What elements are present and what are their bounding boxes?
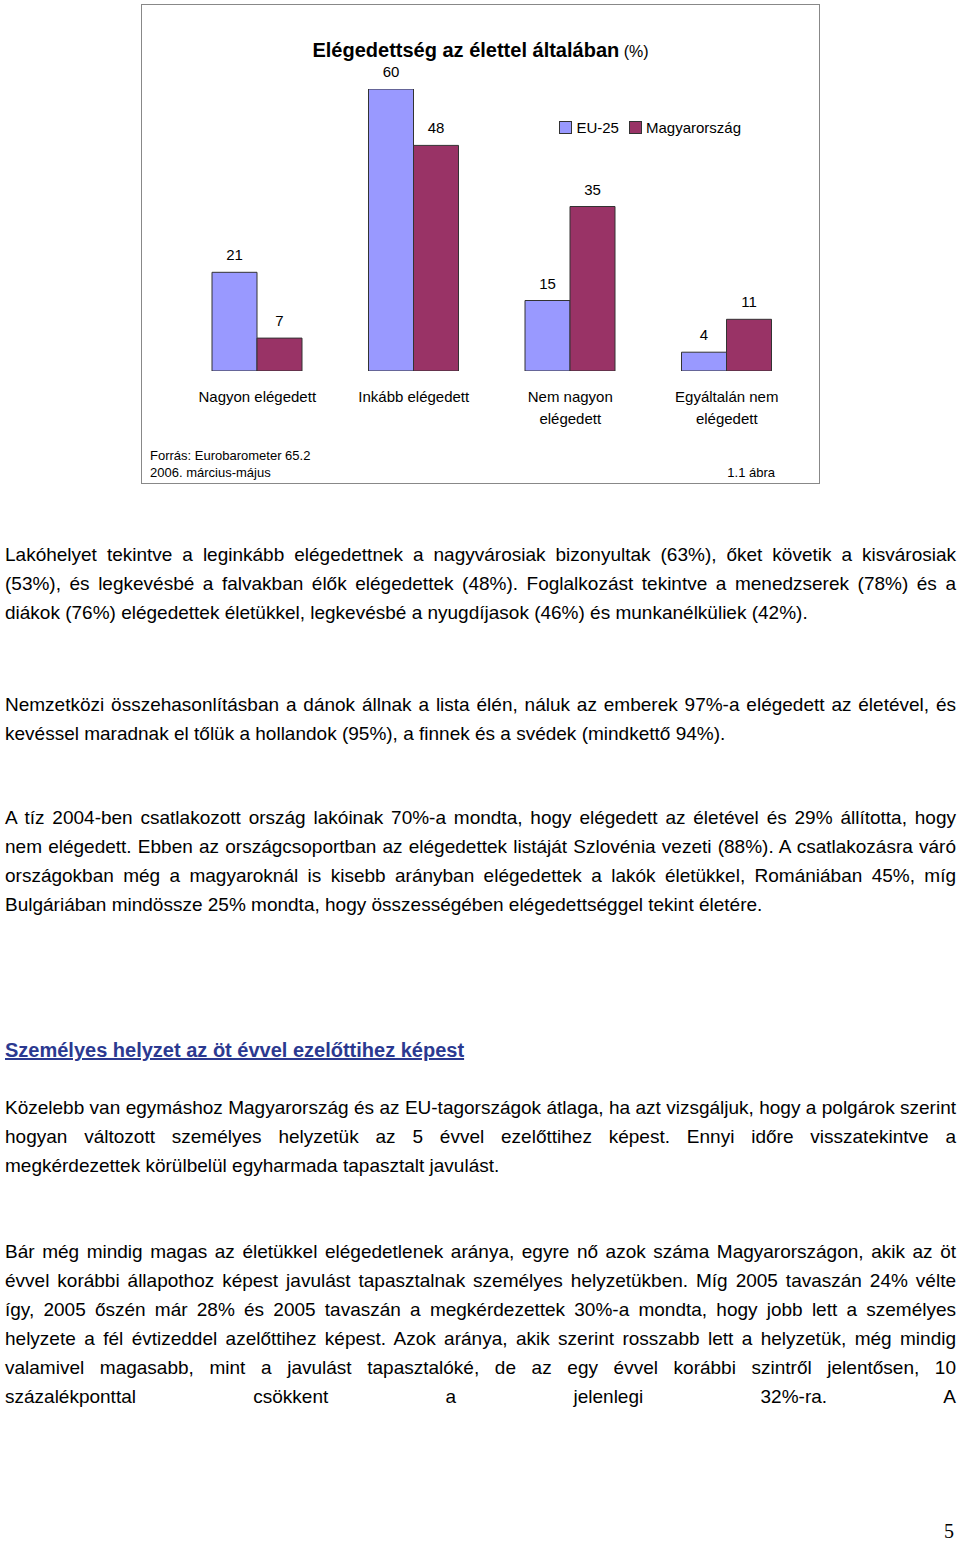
html-text:Magyarország: Magyarország bbox=[646, 119, 741, 136]
html-text:Forrás: Eurobarometer 65.2: Forrás: Eurobarometer 65.2 bbox=[150, 448, 311, 463]
svg-text:Egyáltalán nemelégedett: Egyáltalán nemelégedett bbox=[675, 388, 778, 427]
svg-text:11: 11 bbox=[741, 293, 757, 310]
html-text:Nemzetközi összehasonlításban: Nemzetközi összehasonlításban a dánok ál… bbox=[5, 694, 956, 744]
svg-text:7: 7 bbox=[275, 312, 283, 329]
html-text:Bár még mindig magas az életük: Bár még mindig magas az életükkel eléged… bbox=[5, 1241, 956, 1407]
html-text:Elégedettség az élettel általá: Elégedettség az élettel általában(%) bbox=[312, 39, 649, 61]
html-text:EU-25: EU-25 bbox=[576, 119, 619, 136]
html-text:5: 5 bbox=[944, 1520, 954, 1542]
svg-text:21: 21 bbox=[226, 246, 243, 263]
html-text:Közelebb van egymáshoz Magyaro: Közelebb van egymáshoz Magyarország és a… bbox=[5, 1097, 956, 1176]
svg-text:Nagyon elégedett: Nagyon elégedett bbox=[198, 388, 316, 405]
html-text:1.1 ábra: 1.1 ábra bbox=[727, 465, 775, 480]
html-text:Személyes helyzet az öt évvel: Személyes helyzet az öt évvel ezelőttihe… bbox=[5, 1039, 465, 1061]
html-text:2006. március-május: 2006. március-május bbox=[150, 465, 271, 480]
svg-text:Inkább elégedett: Inkább elégedett bbox=[358, 388, 470, 405]
svg-text:60: 60 bbox=[383, 63, 400, 80]
svg-text:Nem nagyonelégedett: Nem nagyonelégedett bbox=[528, 388, 613, 427]
svg-text:35: 35 bbox=[584, 181, 601, 198]
svg-text:48: 48 bbox=[428, 119, 445, 136]
html-text:Lakóhelyet tekintve a leginkáb: Lakóhelyet tekintve a leginkább elégedet… bbox=[5, 544, 956, 623]
svg-text:15: 15 bbox=[539, 275, 556, 292]
svg-text:4: 4 bbox=[700, 326, 708, 343]
html-text:A tíz 2004-ben csatlakozott or: A tíz 2004-ben csatlakozott ország lakói… bbox=[5, 807, 956, 915]
